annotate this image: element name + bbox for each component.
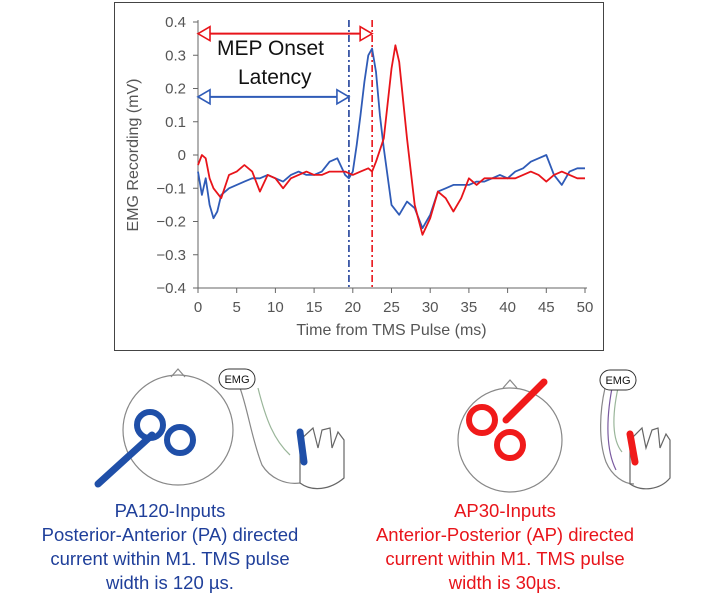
emg-badge-right xyxy=(599,369,637,391)
y-tick-label: 0.3 xyxy=(165,47,186,64)
emg-label-right: EMG xyxy=(605,375,630,387)
caption-left-line-2: Posterior-Anterior (PA) directed xyxy=(41,524,299,545)
x-tick-label: 5 xyxy=(233,299,241,316)
caption-left: PA120-Inputs Posterior-Anterior (PA) dir… xyxy=(20,499,320,595)
head-outline xyxy=(122,374,234,486)
annotation-line-1: MEP Onset xyxy=(217,37,324,60)
x-tick-label: 10 xyxy=(267,299,284,316)
y-tick-label: 0.4 xyxy=(165,14,186,31)
caption-right-line-1: AP30-Inputs xyxy=(454,500,556,521)
onset-lines xyxy=(348,20,373,288)
nose-mark xyxy=(502,379,518,389)
emg-arm-icon xyxy=(600,387,671,490)
y-tick-label: −0.2 xyxy=(156,214,186,231)
left-panel-illustration: EMG xyxy=(94,368,345,490)
x-tick-label: 30 xyxy=(422,299,439,316)
annotation-line-2: Latency xyxy=(238,66,312,89)
y-tick-label: 0 xyxy=(178,147,186,164)
tms-coil-ap-icon xyxy=(466,378,548,461)
y-tick-label: −0.4 xyxy=(156,280,186,297)
right-panel-illustration: EMG xyxy=(457,369,671,493)
emg-trace xyxy=(197,47,585,230)
emg-arm-icon xyxy=(239,387,345,490)
x-axis-title: Time from TMS Pulse (ms) xyxy=(296,322,486,339)
y-tick-label: −0.1 xyxy=(156,180,186,197)
x-tick-label: 35 xyxy=(461,299,478,316)
x-tick-label: 20 xyxy=(344,299,361,316)
caption-left-line-3: current within M1. TMS pulse xyxy=(50,548,290,569)
emg-badge-left xyxy=(218,368,256,390)
x-tick-label: 50 xyxy=(577,299,594,316)
caption-left-line-1: PA120-Inputs xyxy=(114,500,226,521)
tms-coil-pa-icon xyxy=(94,409,196,488)
series-group xyxy=(197,44,585,236)
caption-right: AP30-Inputs Anterior-Posterior (AP) dire… xyxy=(350,499,660,595)
x-tick-label: 25 xyxy=(383,299,400,316)
y-tick-label: 0.2 xyxy=(165,81,186,98)
caption-right-line-3: current within M1. TMS pulse xyxy=(385,548,625,569)
caption-left-line-4: width is 120 µs. xyxy=(106,572,234,593)
y-tick-label: 0.1 xyxy=(165,114,186,131)
latency-arrows xyxy=(196,25,374,106)
emg-trace xyxy=(197,44,585,236)
x-tick-label: 15 xyxy=(306,299,323,316)
nose-mark xyxy=(170,368,186,378)
axes: 0 5 10 15 20 25 30 35 40 45 50 0.4 0.3 0.2 0.1 0 −0.1 −0.… xyxy=(125,14,593,339)
x-tick-label: 40 xyxy=(499,299,516,316)
latency-arrow xyxy=(196,25,374,43)
y-tick-label: −0.3 xyxy=(156,247,186,264)
caption-right-line-2: Anterior-Posterior (AP) directed xyxy=(375,524,635,545)
x-tick-label: 45 xyxy=(538,299,555,316)
latency-arrow xyxy=(196,88,351,106)
caption-right-line-4: width is 30µs. xyxy=(448,572,562,593)
x-tick-label: 0 xyxy=(194,299,202,316)
plot-area: 0 5 10 15 20 25 30 35 40 45 50 0.4 0.3 0.2 0.1 0 −0.1 −0.… xyxy=(125,14,593,339)
head-outline xyxy=(457,387,563,493)
y-axis-title: EMG Recording (mV) xyxy=(125,79,142,232)
emg-label-left: EMG xyxy=(224,374,249,386)
chart-frame xyxy=(114,2,604,351)
